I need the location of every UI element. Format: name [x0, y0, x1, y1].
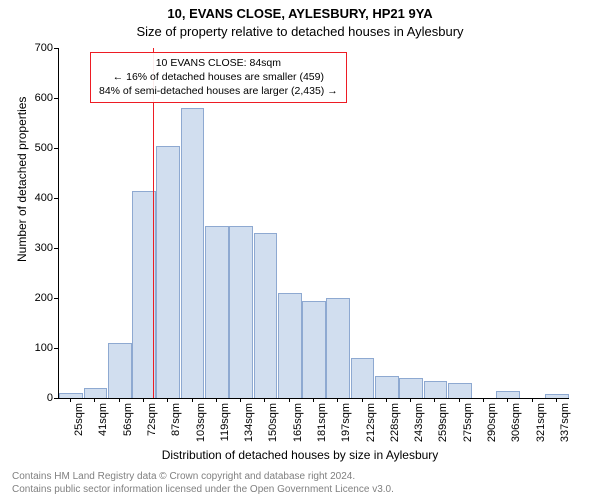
y-tick-mark: [54, 298, 58, 299]
x-tick-mark: [167, 398, 168, 402]
histogram-bar: [156, 146, 180, 399]
histogram-bar: [496, 391, 520, 399]
x-tick-label: 165sqm: [292, 403, 304, 453]
histogram-bar: [84, 388, 108, 398]
y-tick-label: 100: [13, 342, 53, 354]
x-tick-mark: [313, 398, 314, 402]
histogram-bar: [229, 226, 253, 399]
x-tick-mark: [70, 398, 71, 402]
x-tick-label: 228sqm: [389, 403, 401, 453]
x-tick-mark: [143, 398, 144, 402]
annotation-line: 10 EVANS CLOSE: 84sqm: [99, 56, 338, 70]
y-tick-mark: [54, 98, 58, 99]
x-tick-mark: [216, 398, 217, 402]
y-tick-mark: [54, 398, 58, 399]
histogram-bar: [448, 383, 472, 398]
x-tick-mark: [507, 398, 508, 402]
x-tick-mark: [483, 398, 484, 402]
x-tick-label: 41sqm: [97, 403, 109, 453]
y-tick-label: 600: [13, 92, 53, 104]
x-tick-label: 243sqm: [413, 403, 425, 453]
x-tick-label: 25sqm: [73, 403, 85, 453]
histogram-bar: [351, 358, 375, 398]
footer-line-1: Contains HM Land Registry data © Crown c…: [12, 471, 394, 484]
x-tick-label: 259sqm: [437, 403, 449, 453]
x-tick-mark: [119, 398, 120, 402]
histogram-bar: [424, 381, 448, 399]
histogram-bar: [375, 376, 399, 399]
footer-attribution: Contains HM Land Registry data © Crown c…: [12, 471, 394, 496]
title-subtitle: Size of property relative to detached ho…: [0, 24, 600, 39]
footer-line-2: Contains public sector information licen…: [12, 484, 394, 497]
y-tick-label: 0: [13, 392, 53, 404]
y-tick-mark: [54, 198, 58, 199]
x-tick-label: 337sqm: [559, 403, 571, 453]
x-tick-label: 275sqm: [462, 403, 474, 453]
histogram-bar: [108, 343, 132, 398]
x-tick-label: 103sqm: [195, 403, 207, 453]
y-tick-mark: [54, 348, 58, 349]
histogram-bar: [545, 394, 569, 398]
x-tick-label: 87sqm: [170, 403, 182, 453]
x-tick-label: 72sqm: [146, 403, 158, 453]
x-tick-mark: [386, 398, 387, 402]
histogram-bar: [254, 233, 278, 398]
x-tick-label: 150sqm: [267, 403, 279, 453]
annotation-line: 84% of semi-detached houses are larger (…: [99, 84, 338, 98]
x-tick-mark: [337, 398, 338, 402]
y-tick-mark: [54, 48, 58, 49]
histogram-bar: [205, 226, 229, 399]
x-tick-label: 56sqm: [122, 403, 134, 453]
x-tick-mark: [556, 398, 557, 402]
x-tick-mark: [264, 398, 265, 402]
x-tick-label: 197sqm: [340, 403, 352, 453]
histogram-bar: [399, 378, 423, 398]
x-tick-mark: [410, 398, 411, 402]
x-tick-mark: [362, 398, 363, 402]
histogram-bar: [326, 298, 350, 398]
x-tick-mark: [459, 398, 460, 402]
x-tick-label: 181sqm: [316, 403, 328, 453]
y-tick-label: 400: [13, 192, 53, 204]
x-tick-label: 306sqm: [510, 403, 522, 453]
x-tick-label: 119sqm: [219, 403, 231, 453]
x-tick-mark: [240, 398, 241, 402]
x-tick-label: 321sqm: [535, 403, 547, 453]
y-tick-label: 500: [13, 142, 53, 154]
y-tick-label: 300: [13, 242, 53, 254]
y-tick-label: 200: [13, 292, 53, 304]
x-tick-mark: [289, 398, 290, 402]
x-tick-label: 212sqm: [365, 403, 377, 453]
annotation-box: 10 EVANS CLOSE: 84sqm← 16% of detached h…: [90, 52, 347, 103]
x-tick-mark: [532, 398, 533, 402]
x-tick-label: 134sqm: [243, 403, 255, 453]
x-tick-label: 290sqm: [486, 403, 498, 453]
histogram-bar: [181, 108, 205, 398]
histogram-bar: [302, 301, 326, 399]
annotation-line: ← 16% of detached houses are smaller (45…: [99, 70, 338, 84]
y-tick-mark: [54, 248, 58, 249]
y-tick-mark: [54, 148, 58, 149]
x-tick-mark: [94, 398, 95, 402]
x-tick-mark: [192, 398, 193, 402]
title-address: 10, EVANS CLOSE, AYLESBURY, HP21 9YA: [0, 6, 600, 21]
y-tick-label: 700: [13, 42, 53, 54]
x-tick-mark: [434, 398, 435, 402]
histogram-bar: [278, 293, 302, 398]
